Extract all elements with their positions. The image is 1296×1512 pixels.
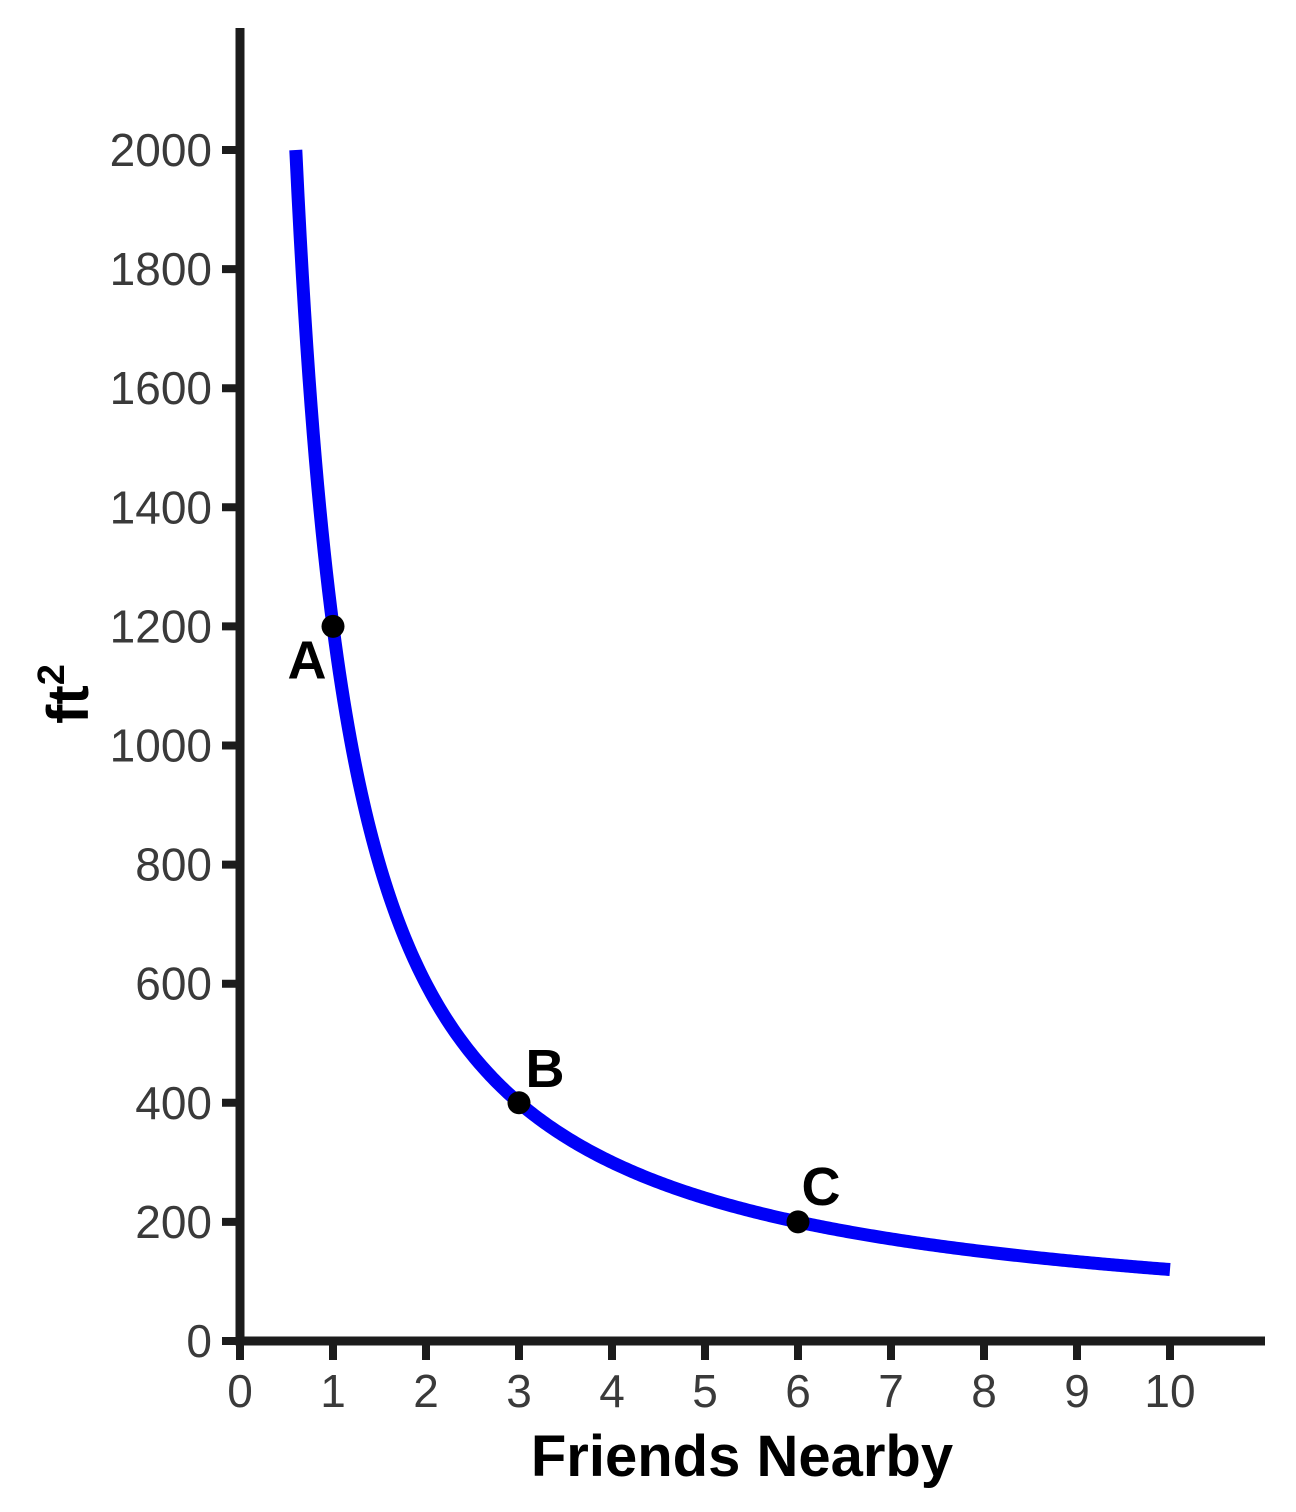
point-C-label: C: [802, 1157, 841, 1217]
x-tick-label: 10: [1144, 1365, 1195, 1417]
y-axis-label: ft2: [31, 664, 101, 724]
x-tick-label: 3: [506, 1365, 532, 1417]
point-A-label: A: [288, 630, 327, 690]
point-B-label: B: [526, 1039, 565, 1099]
y-tick-label: 200: [135, 1196, 212, 1248]
y-tick-label: 1200: [110, 600, 212, 652]
point-C-marker: [786, 1210, 810, 1234]
y-axis-label-base: ft: [36, 685, 101, 724]
point-B-marker: [507, 1091, 531, 1115]
y-tick-label: 1000: [110, 720, 212, 772]
x-tick-label: 5: [692, 1365, 718, 1417]
y-tick-label: 400: [135, 1077, 212, 1129]
labeled-points: A B C: [288, 614, 841, 1234]
y-axis-label-exponent: 2: [31, 664, 73, 685]
y-tick-label: 600: [135, 958, 212, 1010]
x-tick-label: 1: [320, 1365, 346, 1417]
x-axis-label: Friends Nearby: [531, 1424, 953, 1489]
x-tick-label: 0: [227, 1365, 253, 1417]
x-tick-label: 4: [599, 1365, 625, 1417]
x-tick-label: 8: [971, 1365, 997, 1417]
y-tick-label: 1400: [110, 481, 212, 533]
point-A-marker: [321, 614, 345, 638]
y-tick-label: 2000: [110, 124, 212, 176]
y-tick-label: 800: [135, 839, 212, 891]
x-tick-label: 9: [1064, 1365, 1090, 1417]
y-tick-label: 1600: [110, 362, 212, 414]
y-axis-ticks: 0 200 400 600 800 1000 1200 1400 1600 1800 2000: [110, 124, 240, 1367]
x-tick-label: 6: [785, 1365, 811, 1417]
x-tick-label: 7: [878, 1365, 904, 1417]
y-tick-label: 1800: [110, 243, 212, 295]
x-tick-label: 2: [413, 1365, 439, 1417]
hyperbola-curve: [289, 149, 1171, 1277]
y-tick-label: 0: [186, 1315, 212, 1367]
x-axis-ticks: 0 1 2 3 4 5 6 7 8 9 10: [227, 1341, 1196, 1417]
